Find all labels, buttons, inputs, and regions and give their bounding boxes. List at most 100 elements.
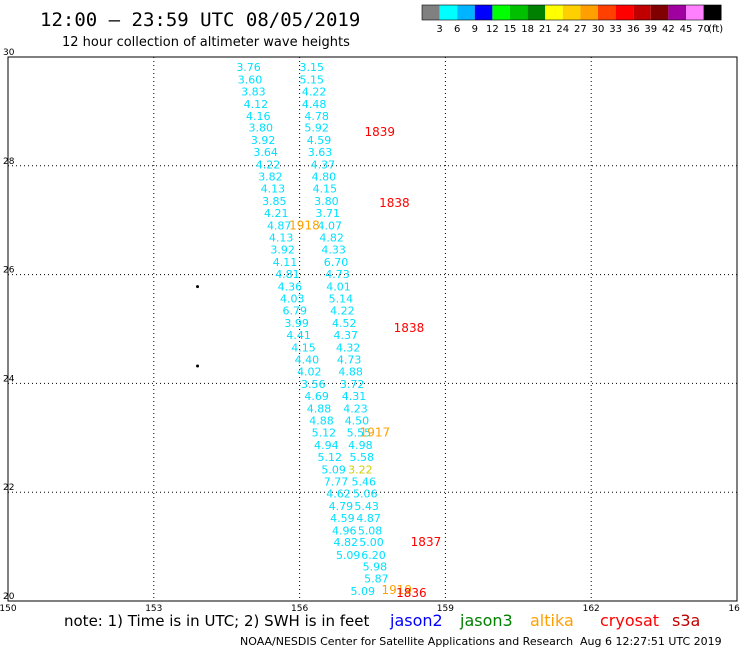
data-point-label: 4.80 — [312, 171, 337, 184]
legend-label: 45 — [680, 24, 693, 35]
data-point-label: 4.41 — [286, 329, 311, 342]
data-point-label: 3.83 — [241, 85, 266, 98]
data-point-label: 4.50 — [345, 414, 370, 427]
data-point-label: 4.31 — [342, 390, 367, 403]
data-points: 3.763.603.834.124.163.803.923.644.223.82… — [196, 61, 441, 600]
x-tick-label: 153 — [145, 604, 162, 614]
grid-lines — [8, 57, 737, 601]
legend-label: 39 — [644, 24, 657, 35]
legend-label: 42 — [662, 24, 675, 35]
satellite-legend: jason2 jason3 altika cryosat s3a — [389, 611, 700, 630]
legend-swatch — [580, 5, 598, 20]
data-point-label: 4.82 — [334, 536, 359, 549]
data-point-label: 4.69 — [304, 390, 329, 403]
data-point-label: 4.23 — [343, 402, 368, 415]
legend-unit: (ft) — [708, 24, 723, 35]
data-point-marker — [196, 364, 200, 368]
data-point-label: 4.03 — [280, 293, 305, 306]
legend-label: 27 — [574, 24, 587, 35]
data-point-label: 4.73 — [337, 353, 362, 366]
data-point-label: 4.15 — [313, 183, 338, 196]
data-point-label: 6.79 — [282, 305, 307, 318]
data-point-label: 5.58 — [350, 451, 375, 464]
data-point-label: 5.98 — [363, 561, 388, 574]
data-point-label: 4.62 — [326, 487, 351, 500]
data-point-label: 1839 — [365, 125, 396, 139]
legend-swatch — [474, 5, 493, 20]
data-point-label: 4.13 — [269, 232, 294, 245]
data-point-label: 4.88 — [307, 402, 332, 415]
data-point-label: 4.12 — [244, 98, 269, 111]
data-point-label: 4.73 — [325, 268, 350, 281]
data-point-label: 3.99 — [284, 317, 309, 330]
footer-note: note: 1) Time is in UTC; 2) SWH is in fe… — [64, 612, 370, 630]
legend-label: 9 — [472, 24, 478, 35]
legend-label: 12 — [486, 24, 499, 35]
data-point-label: 4.78 — [304, 110, 329, 123]
data-point-label: 3.60 — [238, 73, 263, 86]
data-point-label: 5.14 — [329, 293, 354, 306]
x-tick-label: 165 — [728, 604, 740, 614]
legend-label: 33 — [609, 24, 622, 35]
data-point-label: 3.76 — [236, 61, 261, 74]
data-point-label: 4.79 — [329, 500, 354, 513]
legend-label: 30 — [592, 24, 605, 35]
plot-area: 150153156159162165202224262830 3.763.603… — [0, 48, 740, 614]
data-point-label: 3.15 — [300, 61, 325, 74]
y-tick-label: 22 — [3, 483, 14, 493]
legend-swatch — [598, 5, 616, 20]
data-point-label: 3.92 — [251, 134, 276, 147]
footer-credit: NOAA/NESDIS Center for Satellite Applica… — [240, 635, 573, 648]
data-point-label: 3.80 — [314, 195, 339, 208]
legend-swatch — [457, 5, 475, 20]
data-point-label: 5.46 — [352, 475, 377, 488]
legend-label: 15 — [504, 24, 517, 35]
data-point-label: 4.07 — [317, 220, 342, 233]
data-point-label: 3.64 — [253, 146, 278, 159]
data-point-label: 3.22 — [348, 463, 373, 476]
data-point-label: 5.92 — [304, 122, 329, 135]
data-point-label: 6.70 — [324, 256, 349, 269]
data-point-marker — [196, 285, 200, 289]
data-point-label: 1836 — [396, 586, 427, 600]
data-point-label: 4.37 — [311, 159, 336, 172]
data-point-label: 5.00 — [359, 536, 384, 549]
chart-title: 12:00 — 23:59 UTC 08/05/2019 — [40, 9, 360, 31]
data-point-label: 3.80 — [248, 122, 273, 135]
footer-timestamp: Aug 6 12:27:51 UTC 2019 — [580, 635, 722, 648]
legend-label: 36 — [627, 24, 640, 35]
data-point-label: 1837 — [411, 535, 442, 549]
legend-border — [421, 4, 722, 21]
legend-swatch — [562, 5, 581, 20]
legend-swatch — [545, 5, 563, 20]
legend-swatch — [668, 5, 686, 20]
y-tick-label: 30 — [3, 48, 15, 58]
y-tick-label: 20 — [3, 592, 15, 602]
y-tick-label: 26 — [3, 266, 15, 276]
x-tick-label: 150 — [0, 604, 17, 614]
data-point-label: 3.85 — [262, 195, 287, 208]
legend-label: 21 — [539, 24, 552, 35]
data-point-label: 4.96 — [332, 524, 357, 537]
legend-label: 18 — [521, 24, 534, 35]
legend-swatch — [492, 5, 510, 20]
legend-swatch — [686, 5, 704, 20]
legend-swatch — [703, 5, 722, 20]
data-point-label: 4.88 — [309, 414, 334, 427]
data-point-label: 1918 — [289, 219, 320, 233]
x-tick-label: 156 — [291, 604, 308, 614]
data-point-label: 4.33 — [321, 244, 346, 257]
data-point-label: 4.16 — [246, 110, 271, 123]
data-point-label: 6.20 — [361, 549, 386, 562]
plot-frame — [7, 56, 738, 602]
satellite-s3a: s3a — [672, 611, 700, 630]
data-point-label: 5.43 — [354, 500, 379, 513]
data-point-label: 5.15 — [300, 73, 325, 86]
data-point-label: 3.71 — [316, 207, 341, 220]
legend-swatch — [439, 5, 458, 20]
data-point-label: 4.32 — [336, 341, 361, 354]
data-point-label: 5.09 — [321, 463, 346, 476]
x-tick-label: 159 — [437, 604, 454, 614]
data-point-label: 4.21 — [264, 207, 289, 220]
